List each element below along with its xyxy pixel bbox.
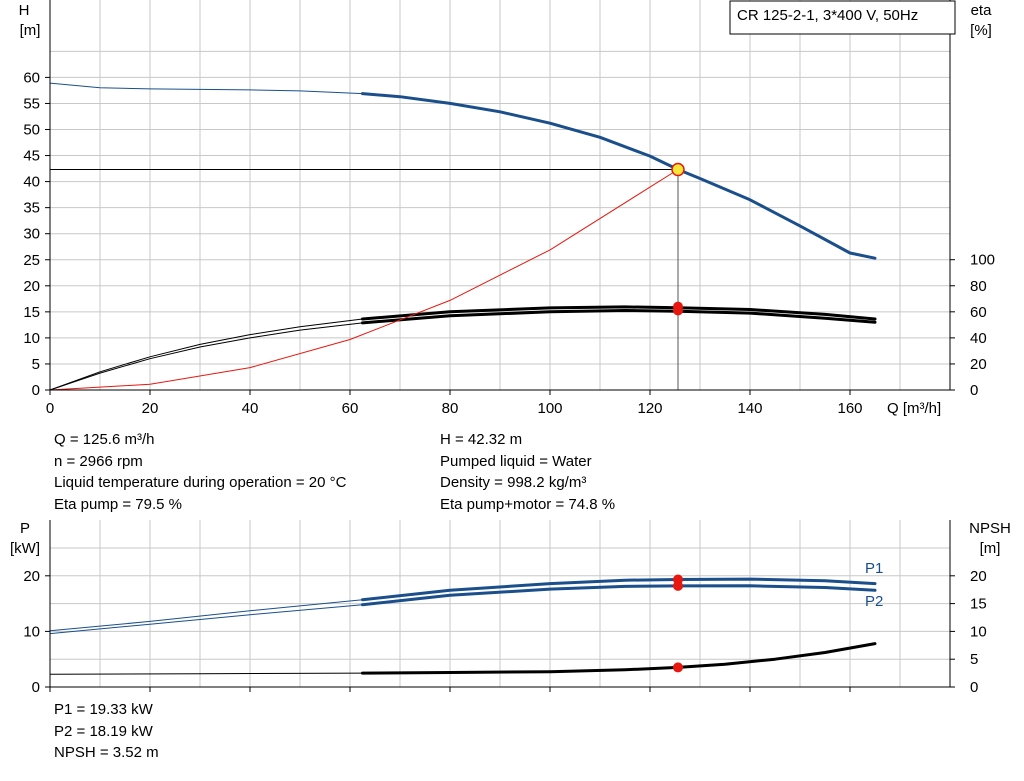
curve-p1-thick [361, 577, 877, 602]
readout-density: Density = 998.2 kg/m³ [440, 474, 587, 491]
right-axis-tick-label: 5 [970, 651, 978, 668]
right-axis-tick-label: 20 [970, 568, 987, 585]
curve-head-thin [49, 82, 363, 95]
left-axis-tick-label: 60 [23, 69, 40, 86]
left-axis-tick-label: 30 [23, 226, 40, 243]
readout-npsh: NPSH = 3.52 m [54, 744, 159, 761]
x-axis-tick-label: 60 [342, 400, 359, 417]
right-axis-tick-label: 0 [970, 679, 978, 696]
right-axis-tick-label: 10 [970, 623, 987, 640]
curve-eta-pump-thin [49, 322, 363, 391]
readout-left: Q = 125.6 m³/h n = 2966 rpm Liquid tempe… [54, 429, 346, 515]
bottom-chart-grid [49, 520, 951, 688]
duty-p2-marker [673, 580, 683, 591]
right-axis-tick-label: 0 [970, 382, 978, 399]
left-axis-tick-label: 25 [23, 252, 40, 269]
top-chart-curves [49, 82, 877, 391]
h-axis-unit: [m] [20, 22, 41, 39]
x-axis-tick-label: 140 [737, 400, 762, 417]
h-axis-label: H [19, 2, 30, 19]
left-axis-tick-label: 35 [23, 200, 40, 217]
q-axis-label: Q [m³/h] [887, 400, 941, 417]
curve-eta-pump-thick [361, 309, 877, 325]
eta-axis-unit: [%] [970, 22, 992, 39]
left-axis-tick-label: 40 [23, 174, 40, 191]
curve-p2-thin [49, 604, 363, 635]
x-axis-tick-label: 40 [242, 400, 259, 417]
readout-head: H = 42.32 m [440, 431, 523, 448]
p2-series-label: P2 [865, 593, 883, 610]
left-axis-tick-label: 5 [32, 356, 40, 373]
readout-eta-pump: Eta pump = 79.5 % [54, 495, 182, 513]
readout-p1: P1 = 19.33 kW [54, 701, 153, 718]
left-axis-tick-label: 15 [23, 304, 40, 321]
left-axis-tick-label: 0 [32, 382, 40, 399]
x-axis-tick-label: 100 [537, 400, 562, 417]
top-chart-grid [49, 0, 951, 391]
curve-eta-total-thin [49, 318, 363, 391]
right-axis-tick-label: 20 [970, 356, 987, 373]
duty-point-marker [671, 162, 685, 177]
right-axis-tick-label: 100 [970, 252, 995, 269]
x-axis-tick-label: 120 [637, 400, 662, 417]
title-box [729, 0, 956, 35]
readout-liquid-temperature: Liquid temperature during operation = 20… [54, 474, 347, 491]
curve-head-thick [361, 92, 877, 260]
x-axis-tick-label: 20 [142, 400, 159, 417]
npsh-axis-unit: [m] [980, 540, 1001, 557]
left-axis-tick-label: 10 [23, 623, 40, 640]
p-axis-unit: [kW] [10, 540, 40, 557]
left-axis-tick-label: 45 [23, 148, 40, 165]
x-axis-tick-label: 160 [837, 400, 862, 417]
right-axis-tick-label: 15 [970, 596, 987, 613]
p1-series-label: P1 [865, 560, 883, 577]
left-axis-tick-label: 50 [23, 122, 40, 139]
curve-npsh-thick [361, 642, 877, 675]
left-axis-tick-label: 20 [23, 278, 40, 295]
left-axis-tick-label: 10 [23, 330, 40, 347]
right-axis-tick-label: 80 [970, 278, 987, 295]
top-chart-axes: 0 5 10 15 20 25 30 35 40 45 50 55 60 0 20 40 60 80 100 0 20 4… [23, 0, 995, 417]
right-axis-tick-label: 40 [970, 330, 987, 347]
readout-speed: n = 2966 rpm [54, 452, 143, 470]
readout-p2: P2 = 18.19 kW [54, 722, 153, 740]
curve-p1-thin [49, 599, 363, 632]
eta-axis-label: eta [971, 2, 993, 19]
x-axis-tick-label: 80 [442, 400, 459, 417]
readout-bottom: P1 = 19.33 kW P2 = 18.19 kW NPSH = 3.52 … [54, 699, 159, 764]
duty-npsh-marker [673, 662, 683, 673]
curve-system-curve [49, 169, 679, 391]
curve-p2-thick [361, 584, 877, 607]
readout-pumped-liquid: Pumped liquid = Water [440, 452, 592, 470]
title-box-text: CR 125-2-1, 3*400 V, 50Hz [737, 7, 918, 24]
bottom-chart-axes: 0 10 20 0 5 10 15 20 [23, 520, 987, 696]
p-axis-label: P [20, 520, 30, 537]
left-axis-tick-label: 0 [32, 679, 40, 696]
x-axis-tick-label: 0 [46, 400, 54, 417]
curve-npsh-thin [49, 672, 363, 675]
duty-eta-marker [673, 301, 683, 312]
readout-flow: Q = 125.6 m³/h [54, 431, 155, 448]
readout-right: H = 42.32 m Pumped liquid = Water Densit… [440, 429, 615, 515]
bottom-chart-curves [49, 574, 877, 675]
readout-eta-pump-motor: Eta pump+motor = 74.8 % [440, 495, 616, 513]
npsh-axis-label: NPSH [969, 520, 1011, 537]
left-axis-tick-label: 55 [23, 95, 40, 112]
left-axis-tick-label: 20 [23, 568, 40, 585]
right-axis-tick-label: 60 [970, 304, 987, 321]
curve-eta-total-thick [361, 305, 877, 321]
